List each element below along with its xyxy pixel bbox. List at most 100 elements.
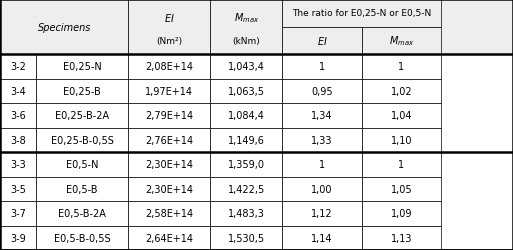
Bar: [362, 128, 441, 152]
Bar: [0, 177, 36, 201]
Bar: [0, 55, 36, 80]
Bar: [282, 55, 362, 80]
Text: 3-4: 3-4: [10, 86, 26, 97]
Text: E0,5-B: E0,5-B: [66, 184, 98, 194]
Text: 3-5: 3-5: [10, 184, 26, 194]
Bar: [36, 152, 128, 177]
Bar: [282, 201, 362, 226]
Text: 2,58E+14: 2,58E+14: [145, 208, 193, 218]
Bar: [282, 28, 362, 55]
Text: 2,30E+14: 2,30E+14: [145, 160, 193, 170]
Text: 1,34: 1,34: [311, 111, 332, 121]
Bar: [0, 104, 36, 128]
Bar: [36, 177, 128, 201]
Text: 1,12: 1,12: [311, 208, 333, 218]
Text: 1,02: 1,02: [390, 86, 412, 97]
Text: 3-9: 3-9: [10, 233, 26, 243]
Text: 3-6: 3-6: [10, 111, 26, 121]
Text: 3-2: 3-2: [10, 62, 26, 72]
Text: 2,08E+14: 2,08E+14: [145, 62, 193, 72]
Text: 1,530,5: 1,530,5: [228, 233, 265, 243]
Text: 1,043,4: 1,043,4: [228, 62, 265, 72]
Text: 3-3: 3-3: [10, 160, 26, 170]
Text: 1: 1: [319, 160, 325, 170]
Bar: [210, 80, 282, 104]
Bar: [0, 80, 36, 104]
Text: 1,14: 1,14: [311, 233, 332, 243]
Text: 1,483,3: 1,483,3: [228, 208, 265, 218]
Bar: [128, 226, 210, 250]
Bar: [36, 226, 128, 250]
Text: 2,64E+14: 2,64E+14: [145, 233, 193, 243]
Bar: [282, 0, 441, 28]
Text: 1,05: 1,05: [390, 184, 412, 194]
Bar: [362, 152, 441, 177]
Bar: [128, 80, 210, 104]
Bar: [128, 104, 210, 128]
Text: 1,149,6: 1,149,6: [228, 135, 265, 145]
Text: 1,422,5: 1,422,5: [228, 184, 265, 194]
Text: $EI$: $EI$: [164, 12, 174, 24]
Text: E0,5-N: E0,5-N: [66, 160, 98, 170]
Text: E0,25-N: E0,25-N: [63, 62, 102, 72]
Bar: [282, 104, 362, 128]
Bar: [0, 201, 36, 226]
Text: 1,359,0: 1,359,0: [228, 160, 265, 170]
Text: 1,084,4: 1,084,4: [228, 111, 265, 121]
Text: $M_{max}$: $M_{max}$: [233, 11, 259, 24]
Bar: [128, 55, 210, 80]
Text: $M_{max}$: $M_{max}$: [389, 34, 414, 48]
Text: E0,25-B-0,5S: E0,25-B-0,5S: [51, 135, 113, 145]
Text: (kNm): (kNm): [232, 37, 260, 46]
Bar: [0, 0, 128, 55]
Bar: [36, 201, 128, 226]
Bar: [36, 80, 128, 104]
Bar: [36, 128, 128, 152]
Text: E0,5-B-2A: E0,5-B-2A: [58, 208, 106, 218]
Bar: [282, 80, 362, 104]
Bar: [362, 201, 441, 226]
Bar: [210, 152, 282, 177]
Bar: [210, 128, 282, 152]
Text: 1,13: 1,13: [391, 233, 412, 243]
Text: 1: 1: [399, 62, 404, 72]
Bar: [128, 0, 210, 55]
Bar: [362, 80, 441, 104]
Text: 1,063,5: 1,063,5: [228, 86, 265, 97]
Bar: [0, 0, 513, 55]
Text: 1,00: 1,00: [311, 184, 332, 194]
Text: 1,97E+14: 1,97E+14: [145, 86, 193, 97]
Bar: [0, 128, 36, 152]
Bar: [210, 177, 282, 201]
Bar: [128, 177, 210, 201]
Text: Specimens: Specimens: [37, 22, 91, 32]
Text: 1,33: 1,33: [311, 135, 332, 145]
Bar: [36, 104, 128, 128]
Text: E0,5-B-0,5S: E0,5-B-0,5S: [54, 233, 110, 243]
Bar: [0, 152, 36, 177]
Bar: [282, 226, 362, 250]
Bar: [128, 201, 210, 226]
Bar: [282, 152, 362, 177]
Bar: [210, 0, 282, 55]
Bar: [0, 226, 36, 250]
Text: 2,79E+14: 2,79E+14: [145, 111, 193, 121]
Text: 2,76E+14: 2,76E+14: [145, 135, 193, 145]
Text: E0,25-B: E0,25-B: [63, 86, 101, 97]
Text: 1,09: 1,09: [391, 208, 412, 218]
Bar: [362, 55, 441, 80]
Bar: [36, 55, 128, 80]
Text: 1,04: 1,04: [391, 111, 412, 121]
Bar: [210, 226, 282, 250]
Text: 3-8: 3-8: [10, 135, 26, 145]
Text: 1: 1: [319, 62, 325, 72]
Bar: [210, 201, 282, 226]
Bar: [362, 177, 441, 201]
Text: 3-7: 3-7: [10, 208, 26, 218]
Bar: [362, 226, 441, 250]
Bar: [282, 128, 362, 152]
Bar: [362, 28, 441, 55]
Bar: [128, 128, 210, 152]
Text: 0,95: 0,95: [311, 86, 333, 97]
Bar: [128, 152, 210, 177]
